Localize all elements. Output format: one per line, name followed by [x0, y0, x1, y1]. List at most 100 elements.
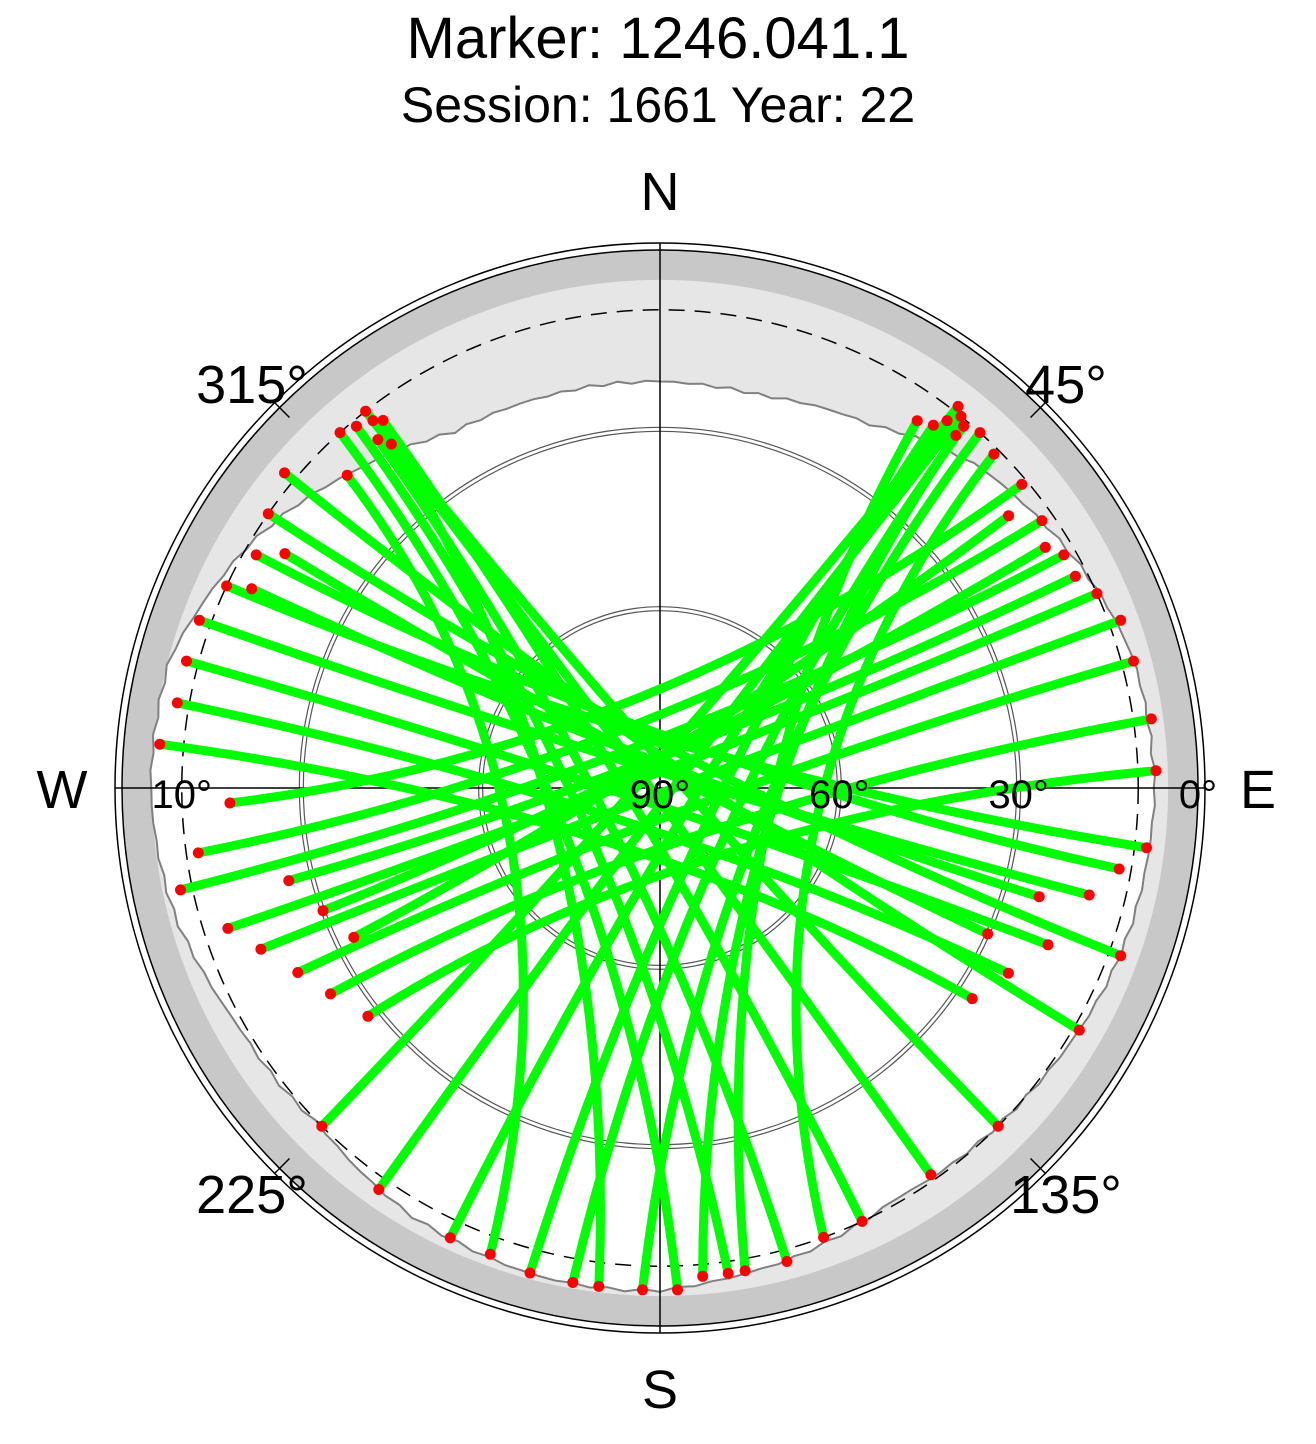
compass-west-label: W — [37, 760, 88, 820]
track-end-point — [192, 847, 204, 859]
satellite-track-36 — [155, 739, 977, 1004]
satellite-track-16 — [326, 714, 1156, 999]
satellite-track-35 — [172, 698, 1013, 978]
compass-south-label: S — [642, 1360, 678, 1420]
track-end-point — [224, 797, 236, 809]
track-end-point — [1141, 842, 1152, 854]
track-end-point — [982, 928, 994, 940]
satellite-track-27 — [386, 439, 605, 1291]
track-end-point — [377, 414, 389, 426]
track-end-point — [255, 943, 267, 955]
track-end-point — [279, 467, 290, 479]
track-end-point — [181, 655, 192, 667]
track-end-point — [1033, 891, 1045, 903]
track-end-point — [966, 993, 978, 1005]
track-end-point — [1115, 950, 1127, 962]
track-end-point — [1003, 510, 1015, 522]
track-end-point — [1039, 541, 1051, 553]
track-end-point — [283, 875, 295, 887]
track-end-point — [1091, 588, 1103, 599]
track-end-point — [781, 1256, 793, 1267]
track-end-point — [958, 420, 970, 432]
track-end-point — [1073, 1024, 1085, 1036]
track-end-point — [1113, 863, 1125, 875]
track-end-point — [941, 415, 953, 427]
track-end-point — [246, 583, 258, 595]
satellite-track-12 — [176, 550, 1069, 895]
azimuth-label-225: 225° — [196, 1165, 308, 1225]
track-end-point — [292, 967, 304, 978]
elevation-label-30: 30° — [988, 773, 1049, 817]
track-end-point — [262, 508, 274, 520]
track-end-point — [367, 415, 379, 427]
track-end-point — [279, 548, 291, 560]
track-end-point — [739, 1265, 751, 1277]
track-end-point — [925, 1169, 937, 1181]
satellite-track-38 — [280, 549, 993, 939]
track-end-point — [360, 405, 372, 417]
track-end-point — [697, 1270, 709, 1282]
track-end-point — [927, 419, 939, 431]
track-end-point — [1150, 765, 1162, 777]
satellite-track-10 — [225, 479, 1027, 808]
track-end-point — [1036, 515, 1048, 527]
track-end-point — [1069, 570, 1081, 582]
track-end-point — [955, 410, 967, 422]
azimuth-tick-315 — [274, 402, 291, 419]
azimuth-tick-45 — [1029, 402, 1046, 419]
track-end-point — [348, 931, 360, 943]
track-end-point — [444, 1232, 456, 1244]
track-end-point — [856, 1215, 868, 1227]
track-end-point — [362, 1010, 374, 1022]
track-end-point — [193, 614, 205, 626]
track-end-point — [1115, 614, 1127, 626]
track-end-point — [988, 448, 1000, 460]
track-end-point — [175, 884, 186, 896]
compass-north-label: N — [641, 162, 680, 222]
track-end-point — [722, 1267, 734, 1279]
track-end-point — [350, 420, 362, 432]
track-end-point — [250, 549, 262, 561]
track-end-point — [373, 1184, 385, 1195]
track-end-point — [222, 922, 234, 934]
track-end-point — [317, 905, 329, 917]
track-end-point — [1145, 713, 1157, 725]
track-end-point — [567, 1277, 579, 1288]
satellite-track-33 — [194, 615, 1094, 900]
track-end-point — [952, 400, 964, 412]
track-end-point — [911, 415, 923, 427]
elevation-label-0: 0° — [1179, 773, 1217, 817]
compass-east-label: E — [1240, 760, 1276, 820]
track-end-point — [637, 1284, 648, 1296]
satellite-tracks-layer — [154, 400, 1162, 1296]
azimuth-tick-225 — [274, 1157, 291, 1174]
track-end-point — [818, 1231, 830, 1243]
track-end-point — [524, 1267, 536, 1279]
track-end-point — [1042, 939, 1054, 951]
satellite-track-30 — [263, 509, 1126, 961]
track-end-point — [1083, 889, 1095, 901]
track-end-point — [1128, 655, 1139, 667]
track-end-point — [341, 469, 353, 481]
labels-layer: N S E W 45° 135° 225° 315° 0° 30° 60° 90° 10° — [37, 162, 1277, 1420]
satellite-track-23 — [378, 415, 867, 1226]
track-end-point — [950, 429, 962, 441]
chart-title: Marker: 1246.041.1 — [406, 6, 910, 71]
track-end-point — [992, 1120, 1004, 1132]
track-end-point — [334, 427, 346, 439]
track-end-point — [221, 580, 233, 592]
track-end-point — [974, 427, 986, 439]
track-end-point — [1058, 549, 1070, 561]
track-end-point — [484, 1248, 496, 1260]
track-end-point — [154, 738, 166, 750]
azimuth-label-45: 45° — [1025, 355, 1107, 415]
elevation-label-90: 90° — [630, 773, 691, 817]
track-end-point — [316, 1120, 328, 1132]
track-end-point — [672, 1284, 683, 1296]
track-end-point — [171, 697, 183, 709]
satellite-track-25 — [351, 421, 733, 1278]
azimuth-label-315: 315° — [196, 355, 308, 415]
track-end-point — [385, 438, 397, 450]
satellite-track-34 — [182, 656, 1053, 950]
